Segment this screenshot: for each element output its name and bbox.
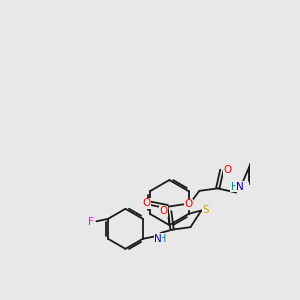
Text: O: O: [184, 199, 193, 209]
Text: F: F: [299, 165, 300, 175]
Text: H: H: [231, 182, 238, 192]
Text: N: N: [154, 234, 162, 244]
Text: N: N: [236, 182, 243, 192]
Text: O: O: [160, 206, 168, 216]
Text: O: O: [143, 198, 151, 208]
Text: F: F: [88, 217, 94, 227]
Text: H: H: [159, 234, 167, 244]
Text: O: O: [224, 165, 232, 175]
Text: S: S: [202, 206, 209, 215]
